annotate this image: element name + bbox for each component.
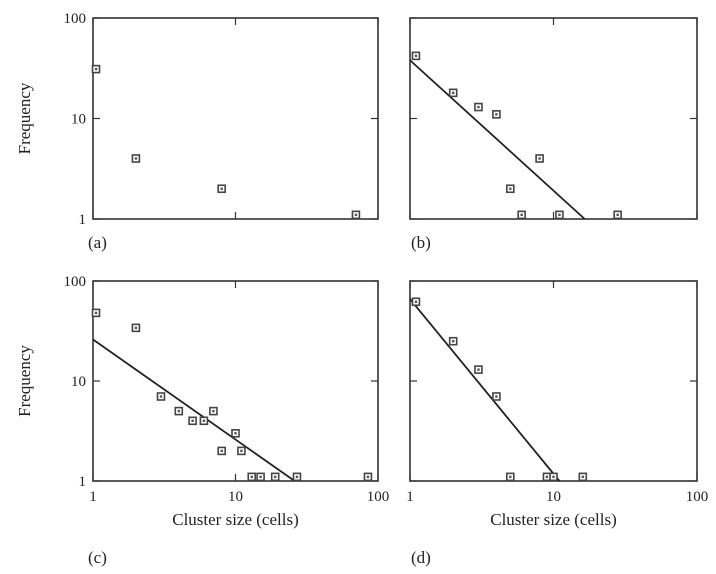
panel-label: (a): [88, 233, 107, 252]
y-tick-label: 100: [64, 11, 87, 27]
y-tick-label: 10: [71, 112, 86, 128]
y-axis-title: Frequency: [15, 82, 34, 154]
data-point: [292, 472, 302, 482]
data-point: [174, 406, 184, 416]
data-point: [411, 297, 421, 307]
x-tick-label: 1: [89, 489, 97, 505]
y-tick-label: 100: [64, 274, 87, 290]
regression-line: [409, 298, 561, 482]
y-tick-label: 10: [71, 374, 86, 390]
regression-line: [409, 59, 586, 220]
data-point: [535, 154, 544, 163]
y-axis-title: Frequency: [15, 345, 34, 417]
data-point: [517, 210, 526, 220]
plot-frame: [409, 17, 698, 220]
data-point: [199, 416, 209, 426]
x-axis-title: Cluster size (cells): [490, 510, 617, 529]
data-point: [91, 64, 101, 74]
panel-label: (b): [411, 233, 431, 252]
panel-d: 1 10 100 Cluster size (cells) (d): [406, 280, 709, 567]
data-point: [492, 392, 501, 401]
data-point: [188, 416, 197, 426]
plot-frame: [409, 280, 698, 482]
data-point: [256, 472, 265, 482]
data-point: [474, 102, 483, 112]
x-tick-label: 100: [367, 489, 390, 505]
regression-line: [92, 338, 296, 482]
data-point: [91, 308, 101, 318]
data-point: [613, 210, 622, 220]
data-point: [209, 406, 218, 416]
data-point: [217, 184, 226, 194]
x-tick-label: 100: [686, 489, 709, 505]
data-point: [578, 472, 588, 482]
data-point: [555, 210, 564, 220]
panel-a: 1 10 100 Frequency (a): [15, 11, 379, 252]
data-point: [247, 472, 257, 482]
data-point: [237, 446, 246, 456]
data-point: [131, 323, 141, 333]
panel-b: (b): [409, 17, 698, 252]
data-point: [506, 472, 515, 482]
data-point: [351, 210, 361, 220]
data-point: [448, 88, 458, 98]
data-point: [448, 336, 458, 346]
data-point: [411, 51, 421, 61]
panel-c: 1 10 100 1 10 100 Frequency Cluster size (cells…: [15, 274, 389, 567]
x-tick-label: 10: [228, 489, 243, 505]
data-point: [231, 428, 240, 438]
panel-label: (c): [88, 548, 107, 567]
x-tick-label: 10: [546, 489, 561, 505]
plot-frame: [92, 280, 379, 482]
y-tick-label: 1: [79, 212, 87, 228]
y-tick-label: 1: [79, 474, 87, 490]
data-point: [156, 392, 166, 401]
data-point: [474, 365, 483, 374]
plot-frame: [92, 17, 379, 220]
data-point: [492, 110, 501, 119]
data-point: [131, 154, 141, 163]
data-point: [217, 446, 226, 456]
data-point: [506, 184, 515, 194]
panel-label: (d): [411, 548, 431, 567]
data-point: [549, 472, 558, 482]
x-axis-title: Cluster size (cells): [172, 510, 299, 529]
data-point: [363, 472, 373, 482]
x-tick-label: 1: [406, 489, 414, 505]
data-point: [270, 472, 280, 482]
